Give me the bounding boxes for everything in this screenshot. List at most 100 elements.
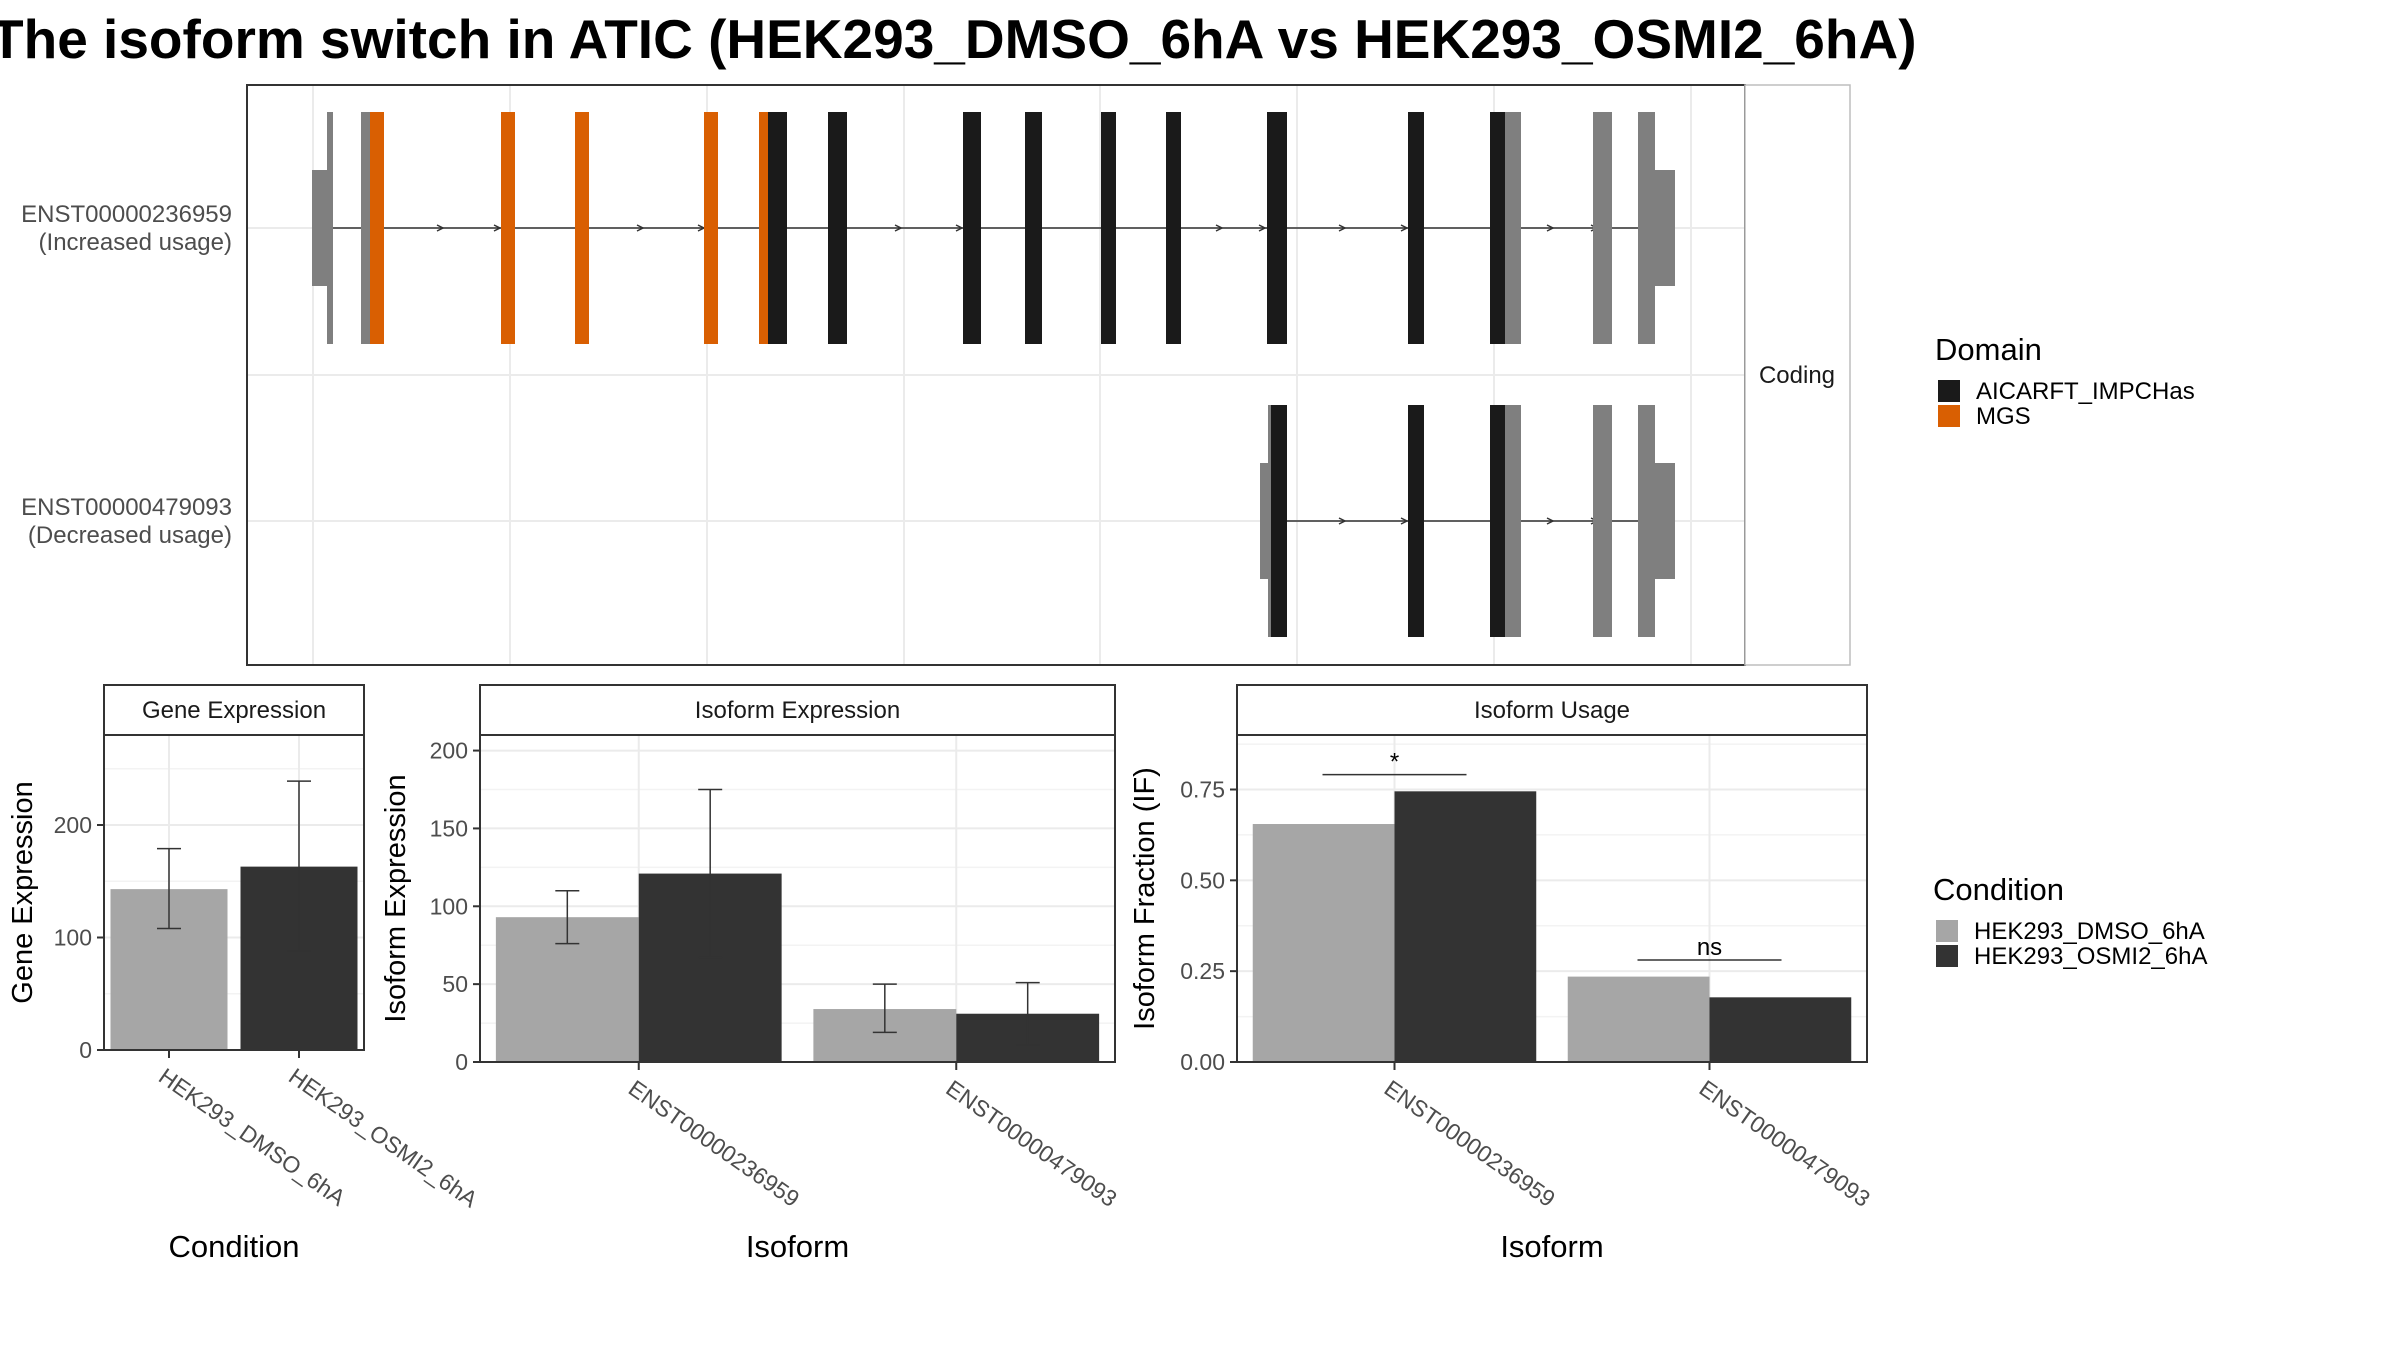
bar [1394, 791, 1537, 1062]
strand-arrow [1338, 224, 1347, 232]
domain-legend-key [1938, 380, 1960, 402]
transcript-structure-panel: Coding ENST00000236959(Increased usage) EN… [21, 84, 1851, 666]
aicarft-domain-exon [828, 112, 847, 344]
panel-border [103, 734, 365, 1051]
y-tick-label: 100 [54, 925, 92, 951]
x-tick-label: ENST00000479093 [941, 1075, 1121, 1212]
coding-strip [1744, 84, 1851, 666]
aicarft-domain-exon [1101, 112, 1116, 344]
panel-strip [479, 684, 1116, 736]
strand-arrow [955, 224, 964, 232]
domain-legend-label: AICARFT_IMPCHas [1976, 378, 2195, 405]
noncoding-exon [1505, 112, 1521, 344]
aicarft-domain-exon [1408, 112, 1424, 344]
strand-arrow [1546, 224, 1555, 232]
noncoding-exon [1638, 112, 1655, 344]
domain-legend-title: Domain [1935, 332, 2042, 367]
mgs-domain-exon [501, 112, 515, 344]
condition-legend-title: Condition [1933, 872, 2064, 907]
aicarft-domain-exon [1267, 112, 1287, 344]
y-tick-label: 0.25 [1180, 958, 1225, 984]
y-tick-label: 200 [54, 812, 92, 838]
strand-arrow [1400, 224, 1409, 232]
strand-arrow [894, 224, 903, 232]
y-tick-label: 150 [430, 815, 468, 841]
y-tick-label: 0.75 [1180, 777, 1225, 803]
mgs-domain-exon [759, 112, 768, 344]
panel-border [1236, 734, 1868, 1063]
x-tick-label: ENST00000479093 [1695, 1075, 1875, 1212]
bar [1567, 976, 1710, 1062]
panel-border [479, 734, 1116, 1063]
condition-legend-key [1936, 945, 1958, 967]
transcript-usage-label: (Decreased usage) [28, 522, 232, 549]
strand-arrow [1338, 517, 1347, 525]
strand-arrow [1258, 224, 1267, 232]
panel-strip-title: Isoform Usage [1474, 697, 1630, 724]
utr-exon [1655, 463, 1675, 579]
panel-strip-title: Isoform Expression [695, 697, 900, 724]
x-axis-title: Isoform [746, 1229, 849, 1264]
y-tick-label: 0.00 [1180, 1049, 1225, 1075]
aicarft-domain-exon [963, 112, 981, 344]
strand-arrow [493, 224, 502, 232]
aicarft-domain-exon [1490, 405, 1505, 637]
y-tick-label: 0.50 [1180, 867, 1225, 893]
panel-strip-title: Gene Expression [142, 697, 326, 724]
significance-label: ns [1697, 934, 1722, 961]
domain-legend-key [1938, 405, 1960, 427]
condition-legend-label: HEK293_OSMI2_6hA [1974, 943, 2207, 970]
y-tick-label: 0 [455, 1049, 468, 1075]
y-tick-label: 200 [430, 738, 468, 764]
y-axis-title: Isoform Expression [380, 774, 412, 1022]
noncoding-exon [1505, 405, 1521, 637]
transcript-id-label: ENST00000479093 [21, 494, 232, 521]
aicarft-domain-exon [1271, 405, 1287, 637]
panel-strip [1236, 684, 1868, 736]
noncoding-exon [1268, 405, 1271, 637]
isoform-expression-panel: Isoform Expression 0 50 100 150 200 ENST000002… [380, 684, 1122, 1264]
noncoding-exon [1638, 405, 1655, 637]
noncoding-exon [1593, 112, 1612, 344]
condition-legend-label: HEK293_DMSO_6hA [1974, 918, 2205, 945]
noncoding-exon [327, 112, 333, 344]
strand-arrow [636, 224, 645, 232]
panel-strip [103, 684, 365, 736]
transcript-usage-label: (Increased usage) [39, 229, 232, 256]
significance-label: * [1390, 749, 1399, 776]
y-tick-label: 0 [79, 1037, 92, 1063]
aicarft-domain-exon [1166, 112, 1181, 344]
aicarft-domain-exon [1408, 405, 1424, 637]
mgs-domain-exon [704, 112, 718, 344]
noncoding-exon [1593, 405, 1612, 637]
strand-arrow [1215, 224, 1224, 232]
strand-arrow [436, 224, 445, 232]
strand-arrow [1546, 517, 1555, 525]
y-axis-title: Isoform Fraction (IF) [1129, 767, 1161, 1030]
utr-exon [1655, 170, 1675, 286]
y-axis-title: Gene Expression [7, 781, 39, 1003]
bar [1709, 997, 1852, 1062]
bar [1252, 824, 1395, 1062]
mgs-domain-exon [370, 112, 384, 344]
coding-strip-label: Coding [1759, 362, 1835, 389]
x-tick-label: ENST00000236959 [624, 1075, 804, 1212]
utr-exon [312, 170, 328, 286]
domain-legend-label: MGS [1976, 403, 2031, 430]
aicarft-domain-exon [1490, 112, 1505, 344]
strand-arrow [1400, 517, 1409, 525]
mgs-domain-exon [575, 112, 589, 344]
figure-title: The isoform switch in ATIC (HEK293_DMSO_… [0, 8, 1917, 70]
transcript-id-label: ENST00000236959 [21, 201, 232, 228]
condition-legend-key [1936, 920, 1958, 942]
y-tick-label: 100 [430, 893, 468, 919]
y-tick-label: 50 [442, 971, 468, 997]
isoform-usage-panel: Isoform Usage 0.00 0.25 0.50 0.75 ENST0000023… [1129, 684, 1875, 1264]
noncoding-exon [361, 112, 370, 344]
aicarft-domain-exon [768, 112, 787, 344]
x-axis-title: Condition [169, 1229, 300, 1264]
utr-exon [1260, 463, 1268, 579]
aicarft-domain-exon [1025, 112, 1042, 344]
